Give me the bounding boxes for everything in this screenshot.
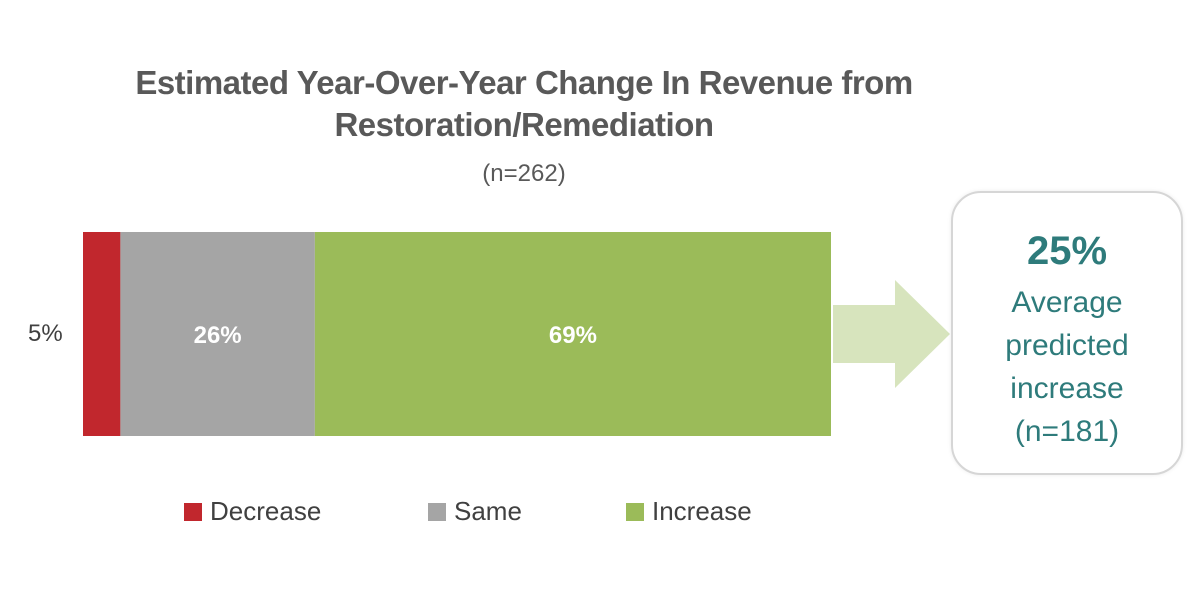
callout-value: 25%: [1026, 229, 1108, 273]
legend-item-decrease: Decrease: [184, 496, 321, 527]
bar-segment-same: [120, 232, 315, 436]
data-label-increase: 69%: [549, 322, 597, 349]
chart-subtitle: (n=262): [482, 160, 566, 187]
chart-legend: Decrease Same Increase: [0, 496, 1200, 530]
callout-arrow: [833, 280, 950, 388]
average-increase-callout: 25% Average predicted increase (n=181): [951, 191, 1183, 475]
legend-label-decrease: Decrease: [210, 496, 322, 526]
callout-text: Average predicted increase (n=181): [1005, 286, 1129, 448]
bar-segment-increase: [314, 232, 831, 436]
legend-item-increase: Increase: [626, 496, 752, 527]
chart-title-line-2: Restoration/Remediation: [334, 106, 714, 143]
decrease-value-label: 5%: [28, 320, 63, 347]
legend-swatch-same: [428, 502, 446, 521]
bar-segment-decrease: [83, 232, 121, 436]
data-label-same: 26%: [194, 322, 242, 349]
chart-title-line-1: Estimated Year-Over-Year Change In Reven…: [135, 64, 913, 101]
chart-title-block: Estimated Year-Over-Year Change In Reven…: [0, 62, 1048, 190]
legend-label-same: Same: [454, 496, 522, 526]
legend-swatch-decrease: [184, 502, 202, 521]
legend-swatch-increase: [626, 502, 644, 521]
legend-item-same: Same: [428, 496, 522, 527]
legend-label-increase: Increase: [652, 496, 752, 526]
